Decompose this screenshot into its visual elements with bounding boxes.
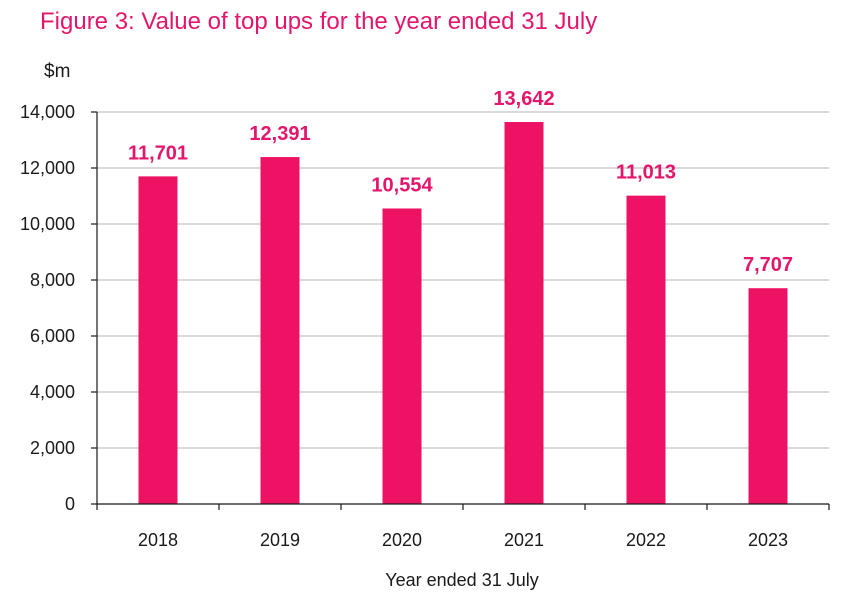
bar xyxy=(382,208,422,504)
y-tick-label: 4,000 xyxy=(30,382,75,402)
y-tick-label: 8,000 xyxy=(30,270,75,290)
data-label: 12,391 xyxy=(249,123,310,145)
gridlines xyxy=(97,111,829,449)
data-label: 11,013 xyxy=(616,162,676,184)
unit-label: $m xyxy=(44,61,70,82)
y-tick-label: 6,000 xyxy=(30,326,75,346)
chart-title: Figure 3: Value of top ups for the year … xyxy=(40,8,598,35)
x-tick-label: 2023 xyxy=(748,530,788,550)
y-tick-label: 2,000 xyxy=(30,438,75,458)
x-tick-label: 2021 xyxy=(504,530,544,550)
x-tick-label: 2019 xyxy=(260,530,300,550)
data-labels: 11,701 12,391 10,554 13,642 11,013 7,707 xyxy=(128,88,793,276)
bar xyxy=(626,195,666,505)
bars xyxy=(138,122,788,505)
axes xyxy=(91,111,830,510)
data-label: 7,707 xyxy=(743,254,793,276)
x-tick-label: 2018 xyxy=(138,530,178,550)
bar xyxy=(260,157,300,504)
data-label: 11,701 xyxy=(128,142,188,164)
bar xyxy=(748,288,788,504)
y-tick-label: 0 xyxy=(65,494,75,514)
x-tick-labels: 2018 2019 2020 2021 2022 2023 xyxy=(138,530,788,550)
y-tick-label: 10,000 xyxy=(20,214,75,234)
y-tick-label: 12,000 xyxy=(20,158,75,178)
y-tick-labels: 0 2,000 4,000 6,000 8,000 10,000 12,000 14,000 xyxy=(20,102,75,514)
data-label: 13,642 xyxy=(493,88,554,110)
data-label: 10,554 xyxy=(371,174,433,196)
y-tick-label: 14,000 xyxy=(20,102,75,122)
x-tick-label: 2022 xyxy=(626,530,666,550)
x-tick-label: 2020 xyxy=(382,530,422,550)
bar xyxy=(138,176,178,504)
bar xyxy=(504,122,544,505)
x-axis-title: Year ended 31 July xyxy=(385,570,538,590)
